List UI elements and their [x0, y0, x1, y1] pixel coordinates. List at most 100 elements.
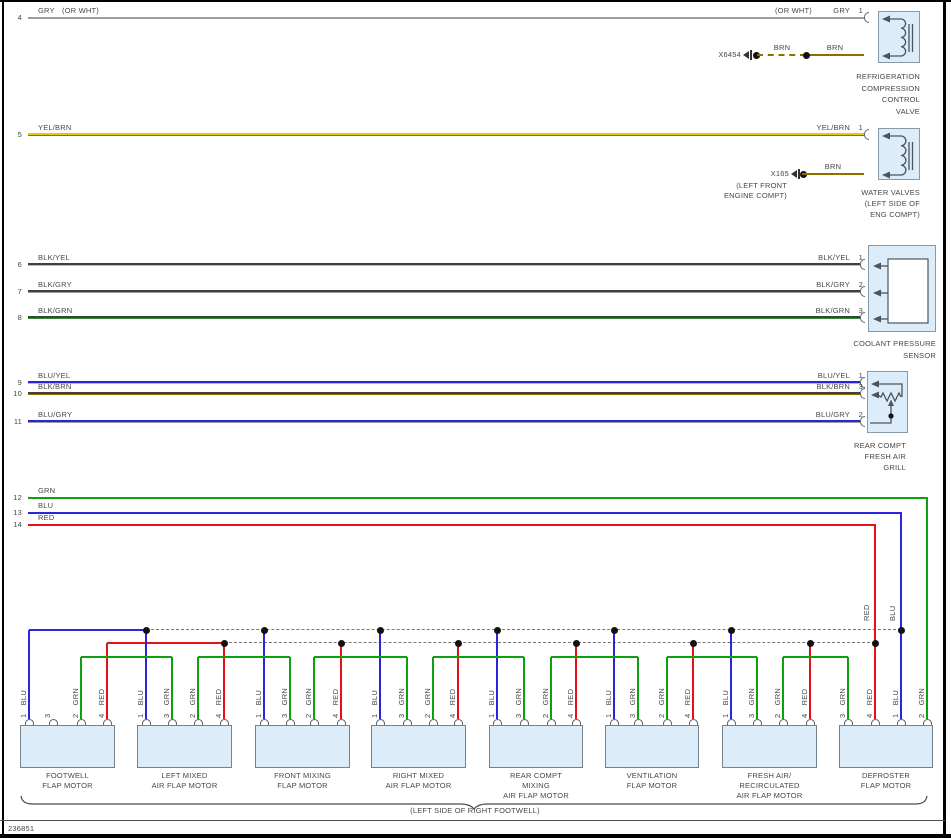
- motor-pin-socket-icon: [633, 719, 643, 725]
- motor-pin-label: 4 RED: [97, 688, 106, 718]
- motor-pin-socket-icon: [375, 719, 385, 725]
- motor-pin-socket-icon: [896, 719, 906, 725]
- motor-pin-label: 1 BLU: [254, 689, 263, 718]
- wire-alt-color-note: (OR WHT): [62, 6, 100, 15]
- wire-color-label: BLK/GRY: [38, 280, 72, 289]
- wire-color-label: YEL/BRN: [38, 123, 72, 132]
- connector-plug-icon: [791, 170, 797, 178]
- motor-label: DEFROSTER FLAP MOTOR: [860, 771, 912, 790]
- motor-pin-label: 3 GRN: [280, 687, 289, 718]
- motor-pin-label: 2 GRN: [541, 687, 550, 718]
- frame-left: [2, 0, 4, 838]
- footer-divider: [0, 820, 945, 821]
- junction-dot-icon: [897, 626, 905, 634]
- connector-plug-icon: [743, 51, 749, 59]
- wire-segment: [197, 657, 199, 719]
- pin-socket-icon: [860, 312, 865, 323]
- wire-segment: [847, 657, 849, 719]
- wire-color-label: BRN: [773, 43, 791, 52]
- motor-pin-socket-icon: [609, 719, 619, 725]
- wire-color-label: BLK/BRN: [38, 382, 72, 391]
- frame-top: [0, 0, 951, 2]
- motor-pin-label: 1 BLU: [370, 689, 379, 718]
- motor-box: [255, 725, 350, 768]
- wire-number: 12: [13, 493, 22, 502]
- motor-label: FOOTWELL FLAP MOTOR: [42, 771, 93, 790]
- wire-color-label: BRN: [826, 43, 844, 52]
- component-rear-compt-fresh-air-grill: [867, 371, 908, 433]
- wire-segment: [313, 657, 315, 719]
- wire-row-11: [28, 420, 860, 423]
- wire-alt-color-note: (OR WHT): [774, 6, 812, 15]
- motor-label: FRESH AIR/ RECIRCULATED AIR FLAP MOTOR: [736, 771, 803, 800]
- wire-row-14: [28, 524, 876, 526]
- connector-x165-label: X165: [770, 169, 789, 178]
- pin-number: 1: [858, 123, 863, 132]
- wire-segment: [145, 630, 147, 719]
- motor-pin-label: 3 GRN: [162, 687, 171, 718]
- wire-number: 4: [17, 13, 22, 22]
- pin-number: 1: [858, 253, 863, 262]
- junction-dot-icon: [802, 51, 810, 59]
- wire-segment: [692, 643, 694, 719]
- junction-dot-icon: [260, 626, 268, 634]
- motor-pin-socket-icon: [24, 719, 34, 725]
- wire-segment: [432, 657, 434, 719]
- motor-label: RIGHT MIXED AIR FLAP MOTOR: [385, 771, 452, 790]
- motor-pin-socket-icon: [102, 719, 112, 725]
- wire-color-label: BLU/YEL: [38, 371, 71, 380]
- motor-pin-socket-icon: [285, 719, 295, 725]
- wire-number: 6: [17, 260, 22, 269]
- wire-number: 10: [13, 389, 22, 398]
- motor-pin-label: 1 BLU: [604, 689, 613, 718]
- motor-pin-socket-icon: [519, 719, 529, 725]
- motor-pin-socket-icon: [922, 719, 932, 725]
- motor-pin-socket-icon: [259, 719, 269, 725]
- bus-dashed-segment: [224, 642, 875, 643]
- motor-pin-socket-icon: [48, 719, 58, 725]
- motor-pin-label: 4 RED: [331, 688, 340, 718]
- motor-pin-socket-icon: [428, 719, 438, 725]
- wire-color-label: BLK/YEL: [38, 253, 70, 262]
- motor-box: [489, 725, 583, 768]
- wire-row-6: [28, 263, 860, 266]
- wire-color-label: GRN: [38, 486, 56, 495]
- wire-color-label: BLK/GRN: [38, 306, 73, 315]
- wire-segment: [550, 657, 552, 719]
- pin-socket-icon: [860, 259, 865, 270]
- motor-pin-socket-icon: [571, 719, 581, 725]
- wire-color-label: RED: [38, 513, 55, 522]
- wire-row-12: [28, 497, 928, 499]
- motor-pin-socket-icon: [219, 719, 229, 725]
- location-brace: [20, 795, 928, 810]
- connector-x165-location-note: (LEFT FRONT ENGINE COMPT): [723, 181, 787, 200]
- solenoid-coil-icon: [882, 15, 914, 60]
- wire-color-label: BLK/BRN: [816, 382, 850, 391]
- wire-number: 8: [17, 313, 22, 322]
- wire-segment: [926, 498, 928, 719]
- wire-segment: [223, 643, 225, 719]
- wire-segment: [433, 656, 524, 658]
- motor-pin-label: 1 BLU: [721, 689, 730, 718]
- wire-color-label: YEL/BRN: [816, 123, 850, 132]
- diagram-number: 236851: [8, 824, 35, 833]
- wire-segment: [756, 657, 758, 719]
- motor-pin-socket-icon: [726, 719, 736, 725]
- pin-socket-icon: [864, 12, 869, 23]
- pin-socket-icon: [860, 377, 865, 388]
- frame-bottom: [0, 834, 951, 838]
- bus-dashed-segment: [146, 629, 901, 630]
- component-coolant-pressure-sensor: [868, 245, 936, 332]
- bus-wire-label-red: RED: [862, 604, 871, 621]
- wire-segment: [667, 656, 757, 658]
- wire-number: 14: [13, 520, 22, 529]
- wire-segment: [496, 630, 498, 719]
- motor-pin-label: 2 GRN: [188, 687, 197, 718]
- pin-socket-icon: [860, 388, 865, 399]
- wire-segment: [379, 630, 381, 719]
- motor-pin-socket-icon: [805, 719, 815, 725]
- motor-pin-socket-icon: [141, 719, 151, 725]
- motor-pin-label: 3: [43, 713, 52, 718]
- motor-pin-label: 1 BLU: [19, 689, 28, 718]
- motor-pin-label: 2 GRN: [917, 687, 926, 718]
